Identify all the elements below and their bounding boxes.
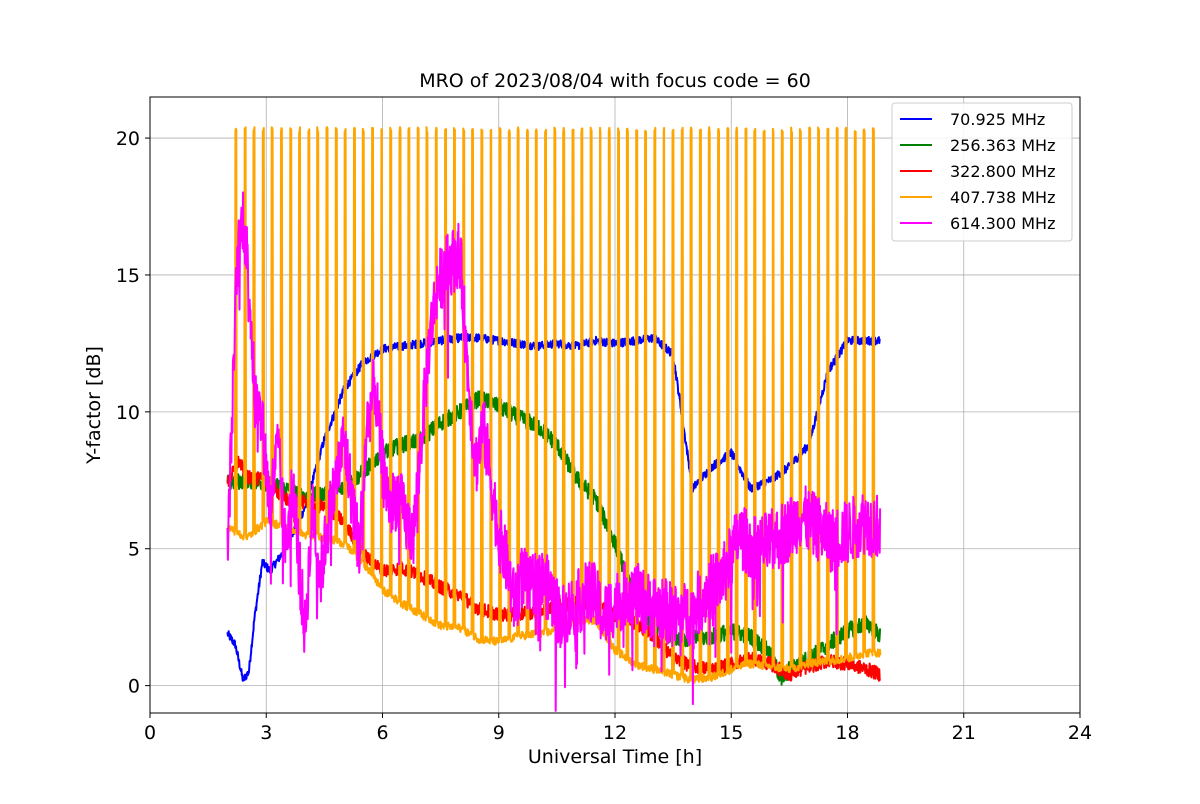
x-tick-label: 0	[144, 722, 156, 744]
x-tick-label: 21	[952, 722, 976, 744]
x-tick-label: 6	[376, 722, 388, 744]
legend-entry-label: 256.363 MHz	[950, 136, 1055, 155]
y-tick-label: 0	[128, 676, 140, 698]
x-tick-label: 15	[719, 722, 743, 744]
legend-entry-label: 407.738 MHz	[950, 188, 1055, 207]
y-tick-label: 5	[128, 539, 140, 561]
chart-title: MRO of 2023/08/04 with focus code = 60	[419, 70, 811, 92]
series-layer	[226, 126, 882, 712]
x-axis-label: Universal Time [h]	[528, 746, 702, 768]
y-axis-label: Y-factor [dB]	[83, 346, 105, 465]
y-tick-label: 15	[116, 265, 140, 287]
x-tick-label: 24	[1068, 722, 1092, 744]
legend-entry-label: 70.925 MHz	[950, 110, 1045, 129]
series-line	[226, 191, 882, 712]
x-tick-label: 9	[493, 722, 505, 744]
y-tick-label: 20	[116, 128, 140, 150]
series-line	[226, 126, 882, 684]
x-tick-label: 12	[603, 722, 627, 744]
legend-entry-label: 614.300 MHz	[950, 214, 1055, 233]
axis-ticks: 0 3 6 9 12 15 18 21 24 0 5 10 15 20	[116, 128, 1092, 744]
y-tick-label: 10	[116, 402, 140, 424]
legend: 70.925 MHz 256.363 MHz 322.800 MHz 407.738 …	[891, 102, 1073, 242]
x-tick-label: 3	[260, 722, 272, 744]
legend-frame	[891, 102, 1073, 242]
legend-entry-label: 322.800 MHz	[950, 162, 1055, 181]
x-tick-label: 18	[835, 722, 859, 744]
